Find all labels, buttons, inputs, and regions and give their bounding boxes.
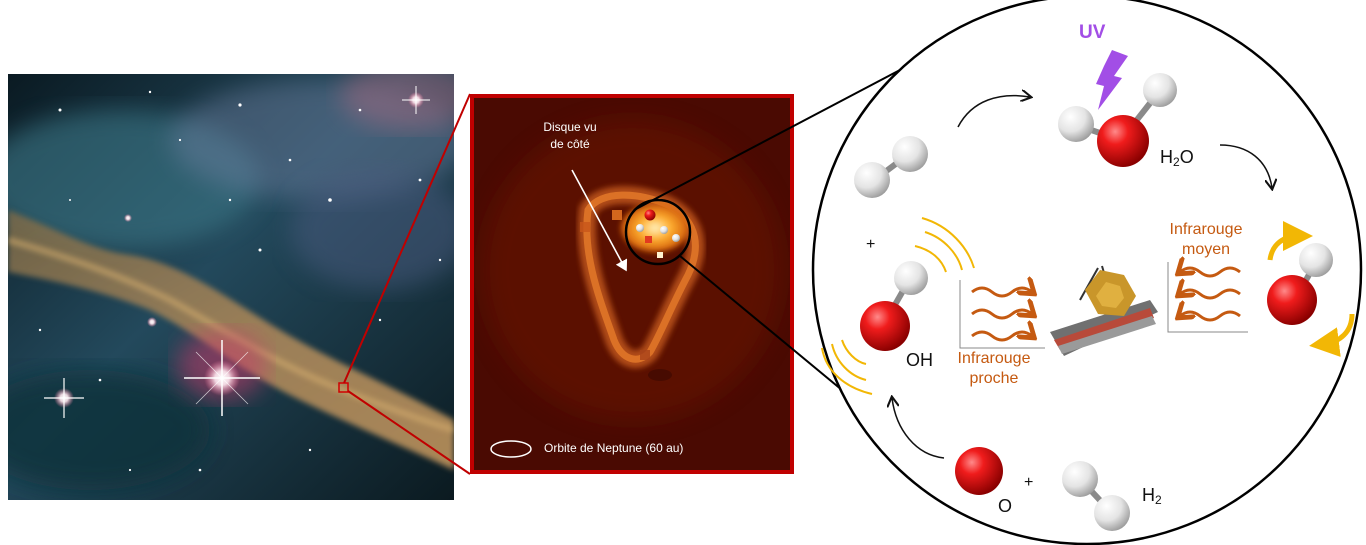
hydrogen-molecule-icon [854, 136, 928, 198]
cycle-arrow-right [1219, 144, 1272, 188]
oxygen-atom-icon [955, 447, 1003, 495]
disk-label-line2: de côté [550, 137, 590, 151]
jwst-telescope-icon [1050, 265, 1158, 356]
chemistry-cycle-circle [811, 0, 1363, 545]
near-infrared-waves-icon [959, 280, 1045, 349]
mid-infrared-label-line2: moyen [1181, 241, 1231, 258]
cycle-arrow-top [957, 96, 1030, 128]
plus-sign-bottom: + [1024, 474, 1034, 491]
nebula-image [8, 74, 454, 500]
disk-pointer-arrow [571, 169, 628, 272]
uv-label: UV [1079, 22, 1106, 43]
mid-infrared-waves-icon [1167, 262, 1248, 333]
zoom-marker [338, 382, 349, 393]
excited-water-molecule-icon [1267, 221, 1355, 358]
callout-line-top [633, 69, 901, 211]
hydrogen-molecule-icon [1062, 461, 1130, 531]
zoom-circle [624, 198, 692, 266]
mid-infrared-label-line1: Infrarouge [1169, 221, 1243, 238]
neptune-orbit-legend: Orbite de Neptune (60 au) [544, 441, 684, 455]
h2-label: H2 [1142, 485, 1162, 507]
zoom-line-top [343, 93, 471, 384]
near-infrared-label-line1: Infrarouge [957, 350, 1031, 367]
o-label: O [998, 496, 1013, 516]
mid-infrared-label: Infrarouge moyen [1156, 220, 1256, 260]
near-infrared-label-line2: proche [969, 370, 1019, 387]
cycle-arrow-left [892, 398, 945, 459]
disk-label-line1: Disque vu [543, 120, 597, 134]
zoom-line-bottom [347, 390, 471, 475]
neptune-orbit-ellipse [490, 440, 532, 458]
plus-sign-top: + [866, 236, 876, 253]
disk-label: Disque vu de côté [520, 119, 620, 153]
water-molecule-icon [1058, 73, 1177, 167]
near-infrared-label: Infrarouge proche [944, 349, 1044, 389]
hydroxyl-molecule-icon [821, 217, 975, 395]
oh-label: OH [906, 350, 933, 370]
lightning-icon [1096, 50, 1128, 110]
h2o-label: H2O [1160, 147, 1194, 169]
bright-star-icon [184, 340, 260, 416]
disk-zoom-image [470, 94, 794, 474]
